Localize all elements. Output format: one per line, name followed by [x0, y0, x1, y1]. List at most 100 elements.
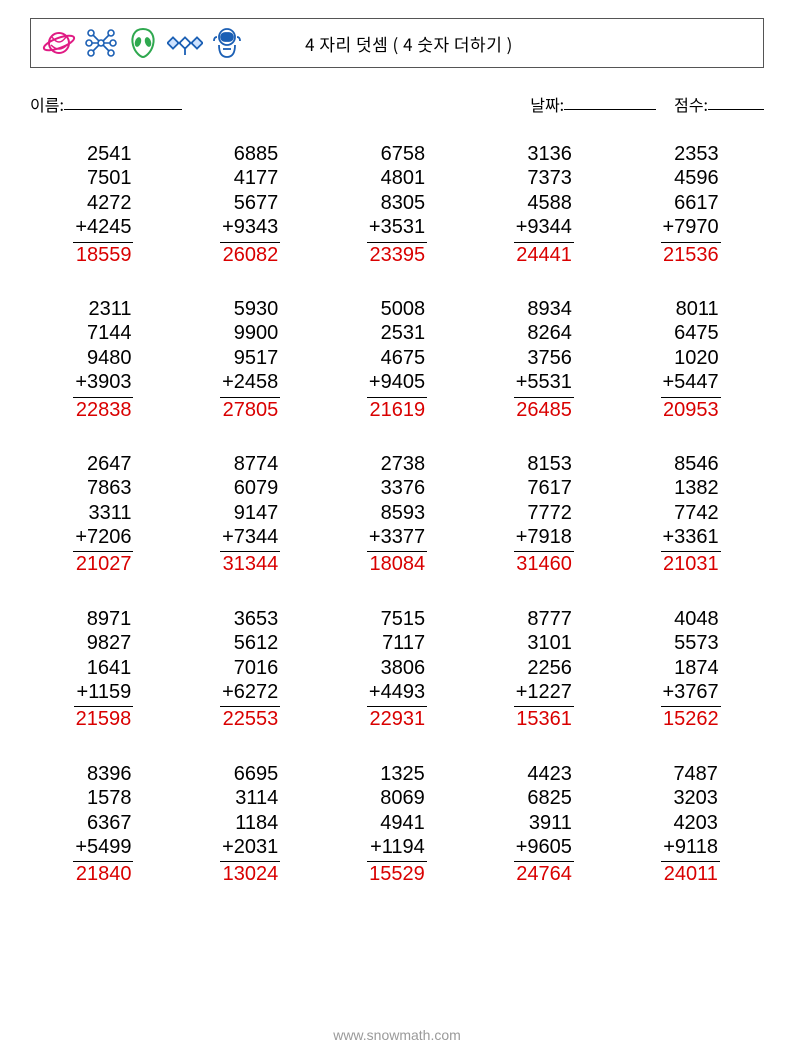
addend: 7016	[220, 656, 280, 680]
addition-problem: 877731012256+122715361	[470, 607, 617, 732]
addend: 9147	[220, 501, 280, 525]
answer: 18084	[367, 552, 427, 576]
last-addend-with-operator: +9343	[220, 215, 280, 239]
addend: 8777	[514, 607, 574, 631]
addend: 3101	[514, 631, 574, 655]
problem-stack: 801164751020+544720953	[661, 297, 721, 422]
addition-problem: 235345966617+797021536	[617, 142, 764, 267]
last-addend-with-operator: +3361	[661, 525, 721, 549]
answer: 21536	[661, 243, 721, 267]
problem-stack: 264778633311+720621027	[73, 452, 133, 577]
last-addend-with-operator: +3531	[367, 215, 427, 239]
last-addend-with-operator: +4245	[73, 215, 133, 239]
name-blank[interactable]	[64, 92, 182, 110]
addend: 8934	[514, 297, 574, 321]
answer: 27805	[220, 398, 280, 422]
planet-icon	[41, 25, 77, 61]
addend: 2738	[367, 452, 427, 476]
problem-stack: 365356127016+627222553	[220, 607, 280, 732]
addend: 7772	[514, 501, 574, 525]
last-addend-with-operator: +6272	[220, 680, 280, 704]
answer: 21598	[74, 707, 134, 731]
addend: 3114	[220, 786, 280, 810]
last-addend-with-operator: +1194	[367, 835, 427, 859]
addend: 8971	[74, 607, 134, 631]
problem-stack: 854613827742+336121031	[661, 452, 721, 577]
addend: 4941	[367, 811, 427, 835]
addend: 4272	[73, 191, 133, 215]
addition-problem: 264778633311+720621027	[30, 452, 177, 577]
addend: 4801	[367, 166, 427, 190]
addend: 9900	[220, 321, 280, 345]
addend: 1382	[661, 476, 721, 500]
satellite-icon	[167, 25, 203, 61]
last-addend-with-operator: +2031	[220, 835, 280, 859]
last-addend-with-operator: +9605	[514, 835, 574, 859]
addition-problem: 669531141184+203113024	[177, 762, 324, 887]
addend: 3911	[514, 811, 574, 835]
problem-stack: 132580694941+119415529	[367, 762, 427, 887]
addition-problem: 748732034203+911824011	[617, 762, 764, 887]
problem-stack: 688541775677+934326082	[220, 142, 280, 267]
problem-stack: 231171449480+390322838	[73, 297, 133, 422]
addend: 3376	[367, 476, 427, 500]
addend: 3203	[661, 786, 720, 810]
addend: 5930	[220, 297, 280, 321]
addend: 4675	[367, 346, 427, 370]
addition-problem: 854613827742+336121031	[617, 452, 764, 577]
header-icons	[41, 25, 245, 61]
addition-problem: 231171449480+390322838	[30, 297, 177, 422]
problem-stack: 273833768593+337718084	[367, 452, 427, 577]
addend: 6617	[661, 191, 721, 215]
addition-problem: 675848018305+353123395	[324, 142, 471, 267]
problem-stack: 669531141184+203113024	[220, 762, 280, 887]
last-addend-with-operator: +4493	[367, 680, 427, 704]
problem-stack: 893482643756+553126485	[514, 297, 574, 422]
header-box: 4 자리 덧셈 ( 4 숫자 더하기 )	[30, 18, 764, 68]
last-addend-with-operator: +9344	[514, 215, 574, 239]
answer: 31344	[220, 552, 280, 576]
addend: 6825	[514, 786, 574, 810]
score-blank[interactable]	[708, 92, 764, 110]
addend: 6475	[661, 321, 721, 345]
last-addend-with-operator: +1227	[514, 680, 574, 704]
answer: 15262	[661, 707, 721, 731]
addition-problem: 442368253911+960524764	[470, 762, 617, 887]
date-blank[interactable]	[564, 92, 656, 110]
addition-problem: 801164751020+544720953	[617, 297, 764, 422]
problem-stack: 442368253911+960524764	[514, 762, 574, 887]
addend: 9480	[73, 346, 133, 370]
addend: 7487	[661, 762, 720, 786]
last-addend-with-operator: +7206	[73, 525, 133, 549]
answer: 15361	[514, 707, 574, 731]
addition-problem: 877460799147+734431344	[177, 452, 324, 577]
answer: 22931	[367, 707, 427, 731]
answer: 24011	[661, 862, 720, 886]
answer: 20953	[661, 398, 721, 422]
addition-problem: 365356127016+627222553	[177, 607, 324, 732]
alien-icon	[125, 25, 161, 61]
footer-url: www.snowmath.com	[0, 1027, 794, 1043]
addend: 3311	[73, 501, 133, 525]
addend: 7742	[661, 501, 721, 525]
addend: 7863	[73, 476, 133, 500]
addend: 6885	[220, 142, 280, 166]
problem-stack: 500825314675+940521619	[367, 297, 427, 422]
answer: 23395	[367, 243, 427, 267]
addend: 7144	[73, 321, 133, 345]
last-addend-with-operator: +3903	[73, 370, 133, 394]
answer: 15529	[367, 862, 427, 886]
addition-problem: 132580694941+119415529	[324, 762, 471, 887]
problem-stack: 593099009517+245827805	[220, 297, 280, 422]
addition-problem: 893482643756+553126485	[470, 297, 617, 422]
addition-problem: 404855731874+376715262	[617, 607, 764, 732]
addend: 6367	[73, 811, 133, 835]
addend: 2647	[73, 452, 133, 476]
addend: 1184	[220, 811, 280, 835]
addend: 2541	[73, 142, 133, 166]
addend: 6758	[367, 142, 427, 166]
last-addend-with-operator: +5499	[73, 835, 133, 859]
addend: 8153	[514, 452, 574, 476]
addend: 5612	[220, 631, 280, 655]
addition-problem: 313673734588+934424441	[470, 142, 617, 267]
